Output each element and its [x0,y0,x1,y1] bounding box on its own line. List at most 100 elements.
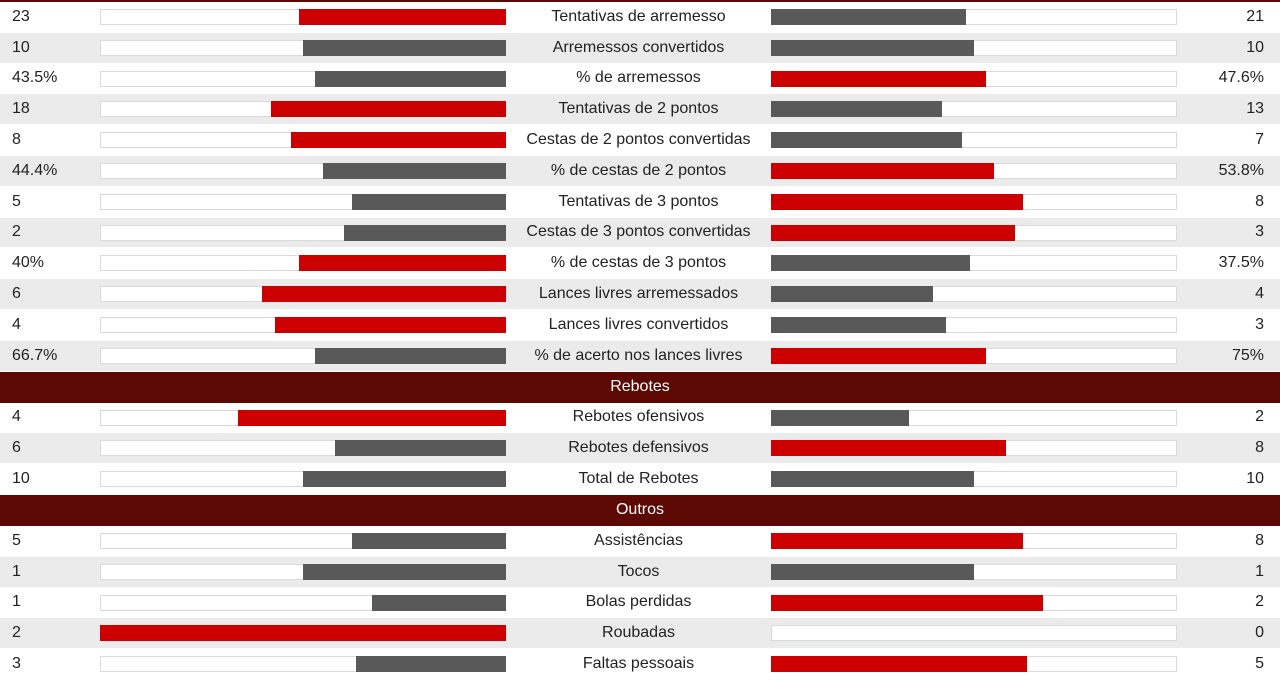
home-stat-bar-track [100,532,506,549]
home-stat-bar-track [100,347,506,364]
away-stat-bar-track [771,255,1177,272]
away-stat-bar [771,347,987,364]
stat-row: 23 Tentativas de arremesso 21 [0,2,1280,33]
home-stat-bar-track [100,70,506,87]
stat-row: 66.7% % de acerto nos lances livres 75% [0,340,1280,372]
stat-row: 44.4% % de cestas de 2 pontos 53.8% [0,155,1280,187]
stat-row: 18 Tentativas de 2 pontos 13 [0,94,1280,126]
stat-label: Cestas de 3 pontos convertidas [526,223,751,241]
away-stat-bar-track [771,409,1177,426]
home-stat-bar-track [100,286,506,303]
away-stat-bar-track [771,286,1177,303]
section-header: Rebotes [0,371,1280,403]
away-stat-value: 3 [1255,315,1264,333]
away-stat-bar [771,656,1027,673]
stat-row: 2 Cestas de 3 pontos convertidas 3 [0,217,1280,249]
away-stat-bar-track [771,656,1177,673]
stat-row: 40% % de cestas de 3 pontos 37.5% [0,248,1280,280]
away-stat-bar-track [771,193,1177,210]
away-stat-bar-track [771,563,1177,580]
home-stat-bar-track [100,255,506,272]
stat-label: Total de Rebotes [578,470,699,488]
home-stat-value: 6 [12,285,21,303]
home-stat-bar [303,39,506,56]
away-stat-value: 1 [1255,562,1264,580]
away-stat-value: 53.8% [1218,161,1264,179]
away-stat-value: 21 [1246,7,1264,25]
away-stat-bar [771,409,910,426]
home-stat-value: 23 [12,7,30,25]
stat-row: 6 Lances livres arremessados 4 [0,279,1280,310]
home-stat-value: 2 [12,624,21,642]
away-stat-bar-track [771,440,1177,457]
away-stat-bar-track [771,162,1177,179]
away-stat-bar-track [771,532,1177,549]
away-stat-value: 47.6% [1218,69,1264,87]
away-stat-bar [771,532,1023,549]
away-stat-bar [771,193,1023,210]
home-stat-bar-track [100,625,506,642]
away-stat-bar [771,286,934,303]
away-stat-bar-track [771,70,1177,87]
away-stat-value: 8 [1255,531,1264,549]
home-stat-bar [355,656,506,673]
away-stat-value: 3 [1255,223,1264,241]
stat-label: Lances livres arremessados [538,285,739,303]
stat-label: Tocos [617,562,660,580]
home-stat-bar-track [100,162,506,179]
home-stat-value: 1 [12,593,21,611]
home-stat-value: 2 [12,223,21,241]
away-stat-bar [771,471,974,488]
away-stat-value: 75% [1231,346,1264,364]
away-stat-value: 2 [1255,593,1264,611]
away-stat-value: 37.5% [1218,254,1264,272]
home-stat-bar [351,193,506,210]
stat-label: Arremessos convertidos [552,38,725,56]
stat-label: Tentativas de 3 pontos [558,192,719,210]
away-stat-bar-track [771,471,1177,488]
home-stat-bar [315,347,506,364]
away-stat-bar [771,39,974,56]
stat-row: 4 Rebotes ofensivos 2 [0,402,1280,434]
away-stat-value: 10 [1246,38,1264,56]
home-stat-bar [372,594,506,611]
away-stat-bar-track [771,39,1177,56]
home-stat-value: 5 [12,192,21,210]
home-stat-bar-track [100,440,506,457]
away-stat-bar [771,440,1007,457]
away-stat-value: 8 [1255,439,1264,457]
home-stat-bar [343,224,506,241]
away-stat-bar-track [771,101,1177,118]
away-stat-bar [771,316,946,333]
home-stat-value: 44.4% [12,161,58,179]
top-border [0,0,1280,2]
away-stat-value: 4 [1255,285,1264,303]
stat-label: Rebotes defensivos [568,439,709,457]
home-stat-bar-track [100,563,506,580]
away-stat-bar [771,594,1044,611]
stat-label: Lances livres convertidos [548,315,729,333]
home-stat-bar [335,440,506,457]
home-stat-value: 66.7% [12,346,58,364]
home-stat-bar-track [100,9,506,25]
away-stat-value: 13 [1246,100,1264,118]
home-stat-bar [298,9,506,25]
stat-label: Cestas de 2 pontos convertidas [526,131,751,149]
away-stat-bar [771,162,995,179]
home-stat-bar [298,255,506,272]
stat-row: 8 Cestas de 2 pontos convertidas 7 [0,125,1280,156]
home-stat-bar-track [100,193,506,210]
away-stat-value: 0 [1255,624,1264,642]
section-header: Outros [0,494,1280,526]
home-stat-bar [100,625,506,642]
away-stat-bar [771,224,1015,241]
stat-row: 5 Tentativas de 3 pontos 8 [0,186,1280,218]
home-stat-bar-track [100,132,506,149]
away-stat-bar-track [771,132,1177,149]
stat-row: 10 Total de Rebotes 10 [0,464,1280,495]
home-stat-bar-track [100,594,506,611]
away-stat-value: 10 [1246,470,1264,488]
stat-label: % de acerto nos lances livres [534,346,743,364]
